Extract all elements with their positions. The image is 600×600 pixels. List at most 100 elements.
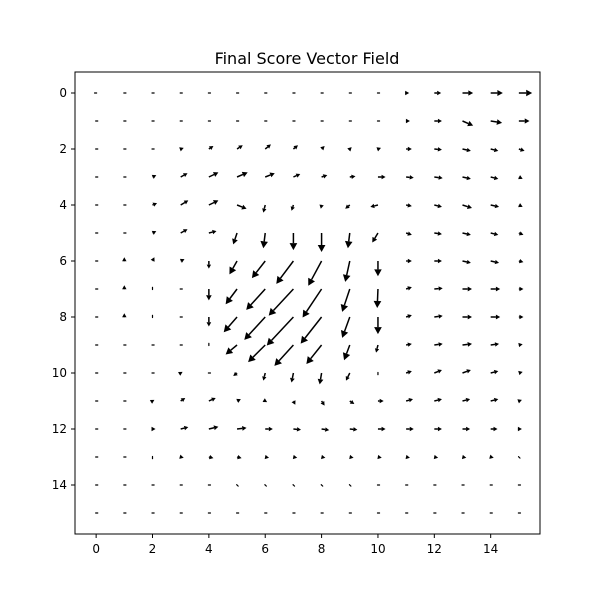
vector-arrow: [180, 200, 189, 206]
vector-arrow: [180, 229, 188, 234]
vector-arrow: [225, 344, 238, 355]
vector-arrow: [405, 90, 410, 96]
vector-arrow: [179, 147, 184, 152]
vector-arrow: [236, 171, 248, 178]
vector-arrow: [405, 286, 412, 291]
vector-arrow: [122, 257, 127, 262]
x-axis: 0 2 4 6 8 10 12 14: [92, 534, 498, 556]
vector-arrow: [518, 175, 523, 180]
vector-arrow: [266, 316, 294, 346]
x-tick-label: 8: [318, 542, 326, 556]
vector-arrow: [462, 314, 473, 320]
vector-arrow: [206, 261, 212, 269]
vector-arrow: [490, 426, 498, 432]
y-tick-label: 2: [59, 142, 67, 156]
vector-arrow: [345, 372, 351, 381]
vector-arrow: [206, 289, 212, 301]
vector-arrow: [377, 454, 382, 460]
vector-arrow: [518, 203, 523, 208]
vector-arrow: [349, 174, 356, 179]
vector-arrow: [340, 288, 351, 312]
vector-arrow: [434, 258, 442, 264]
x-tick-label: 4: [205, 542, 213, 556]
vector-arrow: [206, 317, 212, 327]
vector-arrow: [434, 397, 442, 403]
vector-arrow: [518, 147, 525, 152]
vector-arrow: [293, 173, 301, 178]
y-axis: 0 2 4 6 8 10 12 14: [52, 86, 75, 492]
vector-arrow: [434, 314, 443, 319]
vector-arrow: [340, 316, 351, 338]
vector-arrow: [405, 342, 412, 347]
vector-arrow: [264, 454, 270, 460]
vector-arrow: [462, 204, 473, 210]
vector-arrow: [208, 425, 219, 431]
vector-arrow: [251, 260, 266, 279]
vector-arrow: [518, 89, 533, 97]
vector-arrow: [405, 203, 412, 208]
vector-arrow: [290, 204, 295, 211]
vector-arrow: [122, 285, 127, 290]
vector-arrow: [518, 286, 524, 292]
vector-arrow: [248, 344, 266, 363]
vector-arrow: [260, 232, 268, 249]
vector-arrow: [180, 397, 186, 403]
vector-arrow: [377, 426, 386, 432]
vector-arrow: [462, 147, 471, 153]
vector-arrow: [490, 259, 500, 265]
vector-arrow: [405, 370, 412, 375]
vector-arrow: [405, 118, 410, 124]
vector-arrow: [152, 202, 158, 207]
vector-arrow: [518, 342, 523, 348]
vector-arrow: [262, 372, 267, 381]
vector-arrow: [268, 288, 294, 316]
vector-arrow: [223, 316, 238, 333]
vector-arrow: [349, 427, 358, 432]
vector-arrow: [292, 454, 298, 460]
vector-arrow: [434, 286, 443, 291]
vector-arrow: [374, 344, 380, 353]
vector-arrow: [490, 89, 503, 97]
vector-arrow: [405, 398, 413, 403]
vector-arrow: [405, 231, 412, 236]
y-tick-label: 12: [52, 422, 67, 436]
vector-arrow: [434, 203, 442, 209]
vector-arrow: [262, 398, 268, 403]
vector-arrow: [244, 316, 266, 340]
vector-arrow: [236, 145, 243, 150]
chart-title: Final Score Vector Field: [215, 49, 400, 68]
vector-arrow: [293, 427, 302, 432]
vector-arrow: [490, 119, 503, 125]
vector-arrow: [178, 371, 183, 376]
axes-frame: [74, 71, 541, 535]
vector-arrow: [180, 425, 189, 431]
vector-arrow: [518, 314, 524, 320]
vector-arrow: [320, 400, 325, 406]
x-tick-label: 14: [483, 542, 498, 556]
vector-arrow: [320, 484, 324, 487]
x-tick-label: 0: [92, 542, 100, 556]
vector-arrow: [317, 372, 324, 385]
vector-arrow: [302, 288, 323, 318]
y-tick-label: 8: [59, 310, 67, 324]
y-tick-label: 6: [59, 254, 67, 268]
vector-arrow: [405, 314, 412, 319]
vector-arrow: [348, 484, 352, 487]
vector-arrow: [462, 259, 471, 265]
vector-arrow: [150, 257, 155, 262]
vector-arrow: [433, 454, 439, 460]
vector-arrow: [517, 426, 522, 432]
x-tick-label: 10: [370, 542, 385, 556]
vector-arrow: [406, 175, 414, 180]
vector-arrow: [406, 426, 414, 432]
vector-arrow: [208, 229, 217, 235]
vector-arrow: [321, 174, 328, 179]
vector-arrow: [434, 231, 442, 236]
vector-arrow: [208, 397, 216, 402]
vector-arrow: [232, 232, 238, 245]
vector-arrow: [317, 233, 326, 253]
vector-arrow: [405, 454, 410, 460]
vector-arrow: [518, 259, 524, 264]
